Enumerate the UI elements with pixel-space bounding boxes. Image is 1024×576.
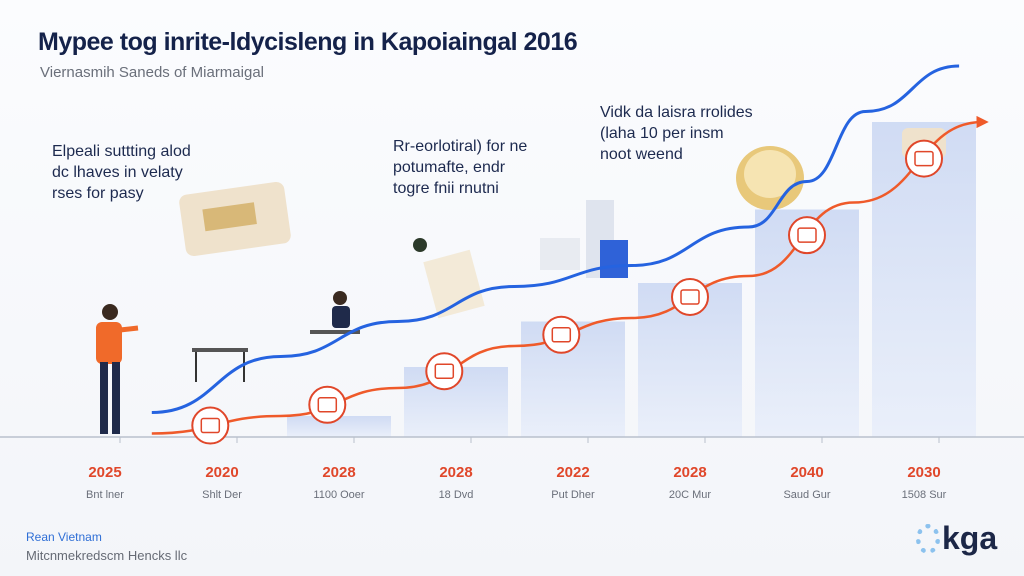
orange-line xyxy=(151,115,989,435)
blue-line xyxy=(151,64,960,414)
footer-region: Rean Vietnam xyxy=(26,530,102,544)
milestone-marker-icon xyxy=(308,385,347,424)
x-tick-label: 2020 xyxy=(205,464,238,481)
milestone-marker-icon xyxy=(788,216,826,255)
x-tick-sublabel: Put Dher xyxy=(551,489,595,501)
annotation-line: rses for pasy xyxy=(52,185,144,202)
milestone-marker-icon xyxy=(905,139,943,178)
x-tick-sublabel: 20C Mur xyxy=(669,489,712,501)
milestone-marker-icon xyxy=(671,278,709,316)
bar xyxy=(287,416,391,437)
annotation-line: dc lhaves in velaty xyxy=(52,164,183,181)
box-illustration xyxy=(179,181,485,319)
x-tick-sublabel: Shlt Der xyxy=(202,489,242,501)
x-tick-label: 2025 xyxy=(88,464,121,481)
building-illustration xyxy=(540,200,628,278)
footer-source: Mitcnmekredscm Hencks llc xyxy=(26,548,188,563)
milestone-marker-icon xyxy=(191,406,230,445)
x-tick-label: 2030 xyxy=(907,464,940,481)
logo-text: kga xyxy=(942,520,998,556)
annotation-line: Rr-eorlotiral) for ne xyxy=(393,138,528,155)
page-title: Mypee tog inrite-ldycisleng in Kapoiaing… xyxy=(38,28,578,56)
annotation-line: noot weend xyxy=(600,146,683,163)
annotation-line: (laha 10 per insm xyxy=(600,125,724,142)
x-tick-label: 2028 xyxy=(439,464,472,481)
annotation-line: togre fnii rnutni xyxy=(393,180,499,197)
annotation-line: potumafte, endr xyxy=(393,159,506,176)
desk-illustration xyxy=(192,291,360,382)
x-tick-sublabel: Saud Gur xyxy=(783,489,830,501)
milestone-marker-icon xyxy=(425,352,464,391)
x-tick-sublabel: 1100 Ooer xyxy=(313,489,365,501)
x-tick-label: 2028 xyxy=(322,464,355,481)
x-tick-label: 2022 xyxy=(556,464,589,481)
x-tick-sublabel: Bnt lner xyxy=(86,489,124,501)
annotation-line: Elpeali suttting alod xyxy=(52,143,191,160)
brand-logo: kga xyxy=(916,520,997,557)
person-illustration xyxy=(96,304,139,434)
x-tick-sublabel: 18 Dvd xyxy=(439,489,474,501)
page-subtitle: Viernasmih Saneds of Miarmaigal xyxy=(40,64,264,81)
milestone-marker-icon xyxy=(542,315,581,354)
annotation-3: Vidk da laisra rrolides (laha 10 per ins… xyxy=(600,102,753,165)
logo-icon xyxy=(916,523,940,554)
annotation-line: Vidk da laisra rrolides xyxy=(600,104,753,121)
annotation-1: Elpeali suttting alod dc lhaves in velat… xyxy=(52,141,191,204)
x-tick-label: 2040 xyxy=(790,464,823,481)
annotation-2: Rr-eorlotiral) for ne potumafte, endr to… xyxy=(393,136,527,199)
x-tick-label: 2028 xyxy=(673,464,706,481)
x-tick-sublabel: 1508 Sur xyxy=(902,489,947,501)
